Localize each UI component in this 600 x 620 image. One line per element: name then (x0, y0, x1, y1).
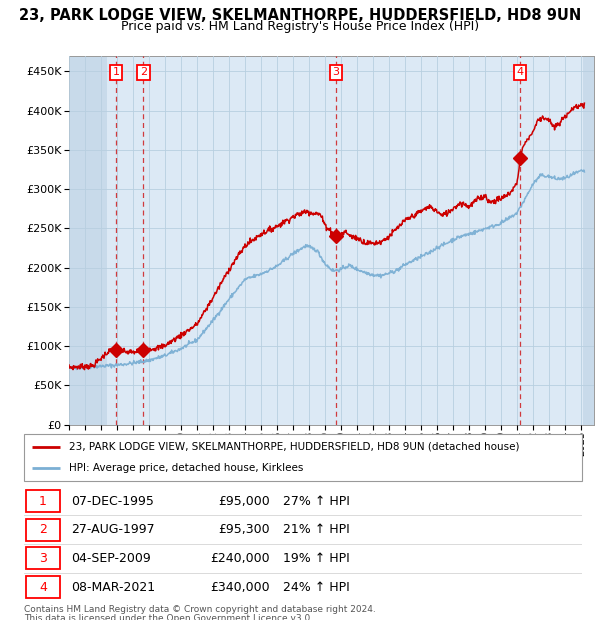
Text: HPI: Average price, detached house, Kirklees: HPI: Average price, detached house, Kirk… (68, 463, 303, 473)
FancyBboxPatch shape (26, 576, 60, 598)
Text: 27% ↑ HPI: 27% ↑ HPI (283, 495, 350, 508)
Text: 4: 4 (39, 580, 47, 593)
FancyBboxPatch shape (26, 519, 60, 541)
Text: This data is licensed under the Open Government Licence v3.0.: This data is licensed under the Open Gov… (24, 614, 313, 620)
Text: 07-DEC-1995: 07-DEC-1995 (71, 495, 154, 508)
Text: £95,300: £95,300 (218, 523, 269, 536)
Text: £95,000: £95,000 (218, 495, 269, 508)
Text: 2: 2 (140, 68, 147, 78)
Text: 1: 1 (112, 68, 119, 78)
Text: 04-SEP-2009: 04-SEP-2009 (71, 552, 151, 565)
Bar (69, 56, 107, 425)
Text: 4: 4 (517, 68, 524, 78)
FancyBboxPatch shape (26, 547, 60, 569)
Text: Price paid vs. HM Land Registry's House Price Index (HPI): Price paid vs. HM Land Registry's House … (121, 20, 479, 33)
Text: 27-AUG-1997: 27-AUG-1997 (71, 523, 155, 536)
Text: 2: 2 (39, 523, 47, 536)
Text: 1: 1 (39, 495, 47, 508)
Text: 3: 3 (332, 68, 340, 78)
Text: 21% ↑ HPI: 21% ↑ HPI (283, 523, 350, 536)
Text: 08-MAR-2021: 08-MAR-2021 (71, 580, 155, 593)
Text: 24% ↑ HPI: 24% ↑ HPI (283, 580, 350, 593)
Text: 3: 3 (39, 552, 47, 565)
Text: 23, PARK LODGE VIEW, SKELMANTHORPE, HUDDERSFIELD, HD8 9UN (detached house): 23, PARK LODGE VIEW, SKELMANTHORPE, HUDD… (68, 441, 519, 451)
Text: 19% ↑ HPI: 19% ↑ HPI (283, 552, 350, 565)
FancyBboxPatch shape (26, 490, 60, 512)
Bar (583, 56, 594, 425)
Text: 23, PARK LODGE VIEW, SKELMANTHORPE, HUDDERSFIELD, HD8 9UN: 23, PARK LODGE VIEW, SKELMANTHORPE, HUDD… (19, 8, 581, 23)
Text: Contains HM Land Registry data © Crown copyright and database right 2024.: Contains HM Land Registry data © Crown c… (24, 604, 376, 614)
Text: £240,000: £240,000 (210, 552, 269, 565)
Text: £340,000: £340,000 (210, 580, 269, 593)
